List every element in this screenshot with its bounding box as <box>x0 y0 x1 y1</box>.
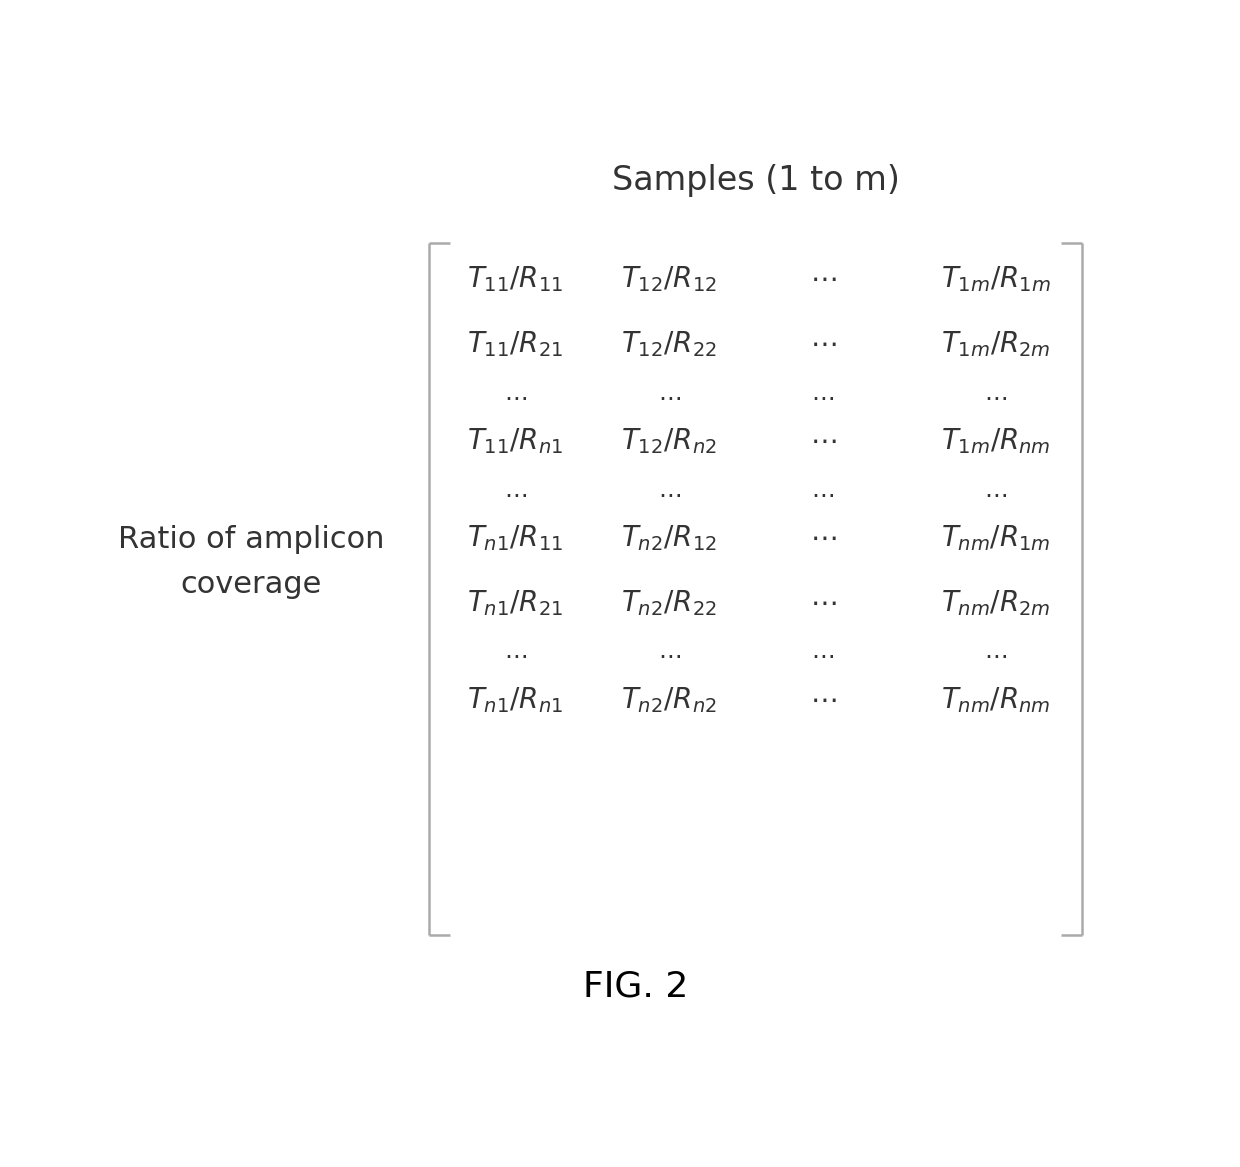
Text: $T_{nm}/R_{2m}$: $T_{nm}/R_{2m}$ <box>941 588 1050 617</box>
Text: FIG. 2: FIG. 2 <box>583 970 688 1004</box>
Text: $T_{n1}/R_{21}$: $T_{n1}/R_{21}$ <box>467 588 563 617</box>
Text: $\ldots$: $\ldots$ <box>657 640 681 663</box>
Text: $\ldots$: $\ldots$ <box>985 640 1007 663</box>
Text: $T_{12}/R_{n2}$: $T_{12}/R_{n2}$ <box>621 426 717 456</box>
Text: $T_{n2}/R_{22}$: $T_{n2}/R_{22}$ <box>621 588 717 617</box>
Text: $T_{nm}/R_{nm}$: $T_{nm}/R_{nm}$ <box>941 685 1050 714</box>
Text: $\ldots$: $\ldots$ <box>811 640 835 663</box>
Text: coverage: coverage <box>180 571 322 600</box>
Text: $\ldots$: $\ldots$ <box>811 477 835 502</box>
Text: $\ldots$: $\ldots$ <box>657 477 681 502</box>
Text: $T_{12}/R_{22}$: $T_{12}/R_{22}$ <box>621 329 717 359</box>
Text: $T_{n1}/R_{11}$: $T_{n1}/R_{11}$ <box>467 523 563 553</box>
Text: $\ldots$: $\ldots$ <box>811 380 835 405</box>
Text: $\cdots$: $\cdots$ <box>810 265 836 293</box>
Text: $\ldots$: $\ldots$ <box>503 640 527 663</box>
Text: $T_{11}/R_{21}$: $T_{11}/R_{21}$ <box>467 329 563 359</box>
Text: $\cdots$: $\cdots$ <box>810 589 836 617</box>
Text: Samples (1 to m): Samples (1 to m) <box>611 165 899 197</box>
Text: $\cdots$: $\cdots$ <box>810 427 836 455</box>
Text: $\ldots$: $\ldots$ <box>503 380 527 405</box>
Text: $T_{12}/R_{12}$: $T_{12}/R_{12}$ <box>621 265 717 294</box>
Text: $T_{1m}/R_{2m}$: $T_{1m}/R_{2m}$ <box>941 329 1050 359</box>
Text: $\cdots$: $\cdots$ <box>810 330 836 358</box>
Text: $T_{nm}/R_{1m}$: $T_{nm}/R_{1m}$ <box>941 523 1050 553</box>
Text: $\ldots$: $\ldots$ <box>985 477 1007 502</box>
Text: Ratio of amplicon: Ratio of amplicon <box>118 525 384 554</box>
Text: $\cdots$: $\cdots$ <box>810 686 836 714</box>
Text: $T_{11}/R_{n1}$: $T_{11}/R_{n1}$ <box>467 426 563 456</box>
Text: $T_{n2}/R_{n2}$: $T_{n2}/R_{n2}$ <box>621 685 717 714</box>
Text: $T_{1m}/R_{nm}$: $T_{1m}/R_{nm}$ <box>941 426 1050 456</box>
Text: $T_{n1}/R_{n1}$: $T_{n1}/R_{n1}$ <box>467 685 563 714</box>
Text: $T_{n2}/R_{12}$: $T_{n2}/R_{12}$ <box>621 523 717 553</box>
Text: $T_{11}/R_{11}$: $T_{11}/R_{11}$ <box>467 265 563 294</box>
Text: $\cdots$: $\cdots$ <box>810 524 836 552</box>
Text: $\ldots$: $\ldots$ <box>985 380 1007 405</box>
Text: $T_{1m}/R_{1m}$: $T_{1m}/R_{1m}$ <box>941 265 1050 294</box>
Text: $\ldots$: $\ldots$ <box>503 477 527 502</box>
Text: $\ldots$: $\ldots$ <box>657 380 681 405</box>
